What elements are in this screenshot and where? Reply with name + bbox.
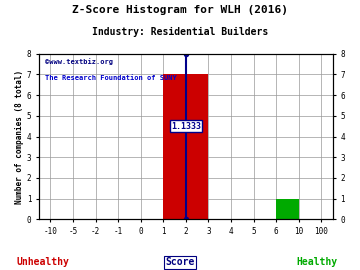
Bar [163,74,208,220]
Bar [276,199,299,220]
Text: Industry: Residential Builders: Industry: Residential Builders [92,27,268,37]
Text: Healthy: Healthy [296,257,337,267]
Text: The Research Foundation of SUNY: The Research Foundation of SUNY [45,75,177,81]
Y-axis label: Number of companies (8 total): Number of companies (8 total) [15,69,24,204]
Text: Score: Score [165,257,195,267]
Text: ©www.textbiz.org: ©www.textbiz.org [45,59,113,66]
Text: 1.1333: 1.1333 [171,122,201,131]
Text: Z-Score Histogram for WLH (2016): Z-Score Histogram for WLH (2016) [72,5,288,15]
Text: Unhealthy: Unhealthy [17,257,69,267]
